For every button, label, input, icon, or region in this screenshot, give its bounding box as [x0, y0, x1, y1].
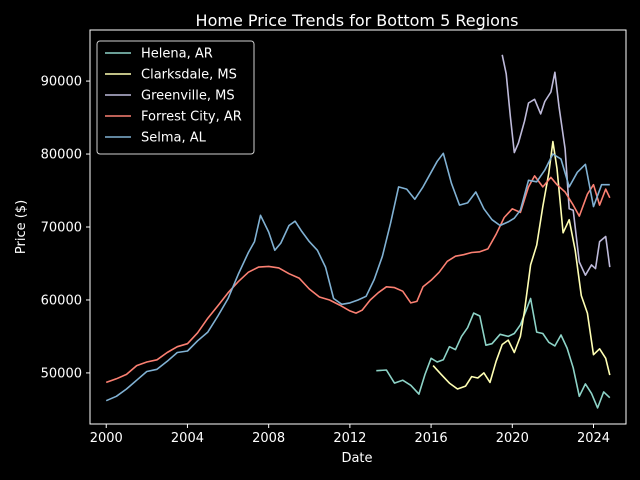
chart-title: Home Price Trends for Bottom 5 Regions — [196, 11, 519, 30]
series-line-0 — [376, 297, 611, 409]
legend-entry: Greenville, MS — [141, 89, 235, 104]
y-tick-label: 50000 — [41, 366, 82, 381]
y-tick-label: 60000 — [41, 293, 82, 308]
legend-box — [96, 40, 255, 155]
y-tick-label: 90000 — [41, 75, 82, 90]
x-tick-label: 2016 — [415, 431, 448, 446]
series-line-2 — [501, 54, 611, 277]
legend-entry: Selma, AL — [141, 131, 207, 146]
x-tick-label: 2020 — [496, 431, 529, 446]
series-line-4 — [105, 152, 610, 402]
series-line-3 — [105, 175, 611, 384]
legend-entry: Clarksdale, MS — [141, 68, 237, 83]
y-axis-ticks: 50000 60000 70000 80000 90000 — [41, 75, 90, 381]
x-tick-label: 2024 — [577, 431, 610, 446]
legend-entry: Forrest City, AR — [141, 110, 242, 125]
y-tick-label: 70000 — [41, 221, 82, 236]
y-tick-label: 80000 — [41, 148, 82, 163]
plot-lines — [105, 54, 611, 409]
y-axis-label: Price ($) — [14, 200, 29, 254]
x-tick-label: 2008 — [252, 431, 285, 446]
series-line-1 — [432, 140, 611, 390]
legend-entry: Helena, AR — [141, 47, 213, 62]
x-axis-label: Date — [341, 451, 372, 466]
legend: Helena, AR Clarksdale, MS Greenville, MS Fo… — [96, 40, 255, 155]
x-tick-label: 2000 — [90, 431, 123, 446]
x-tick-label: 2004 — [171, 431, 204, 446]
x-axis-ticks: 2000 2004 2008 2012 2016 2020 2024 — [90, 424, 610, 446]
x-tick-label: 2012 — [333, 431, 366, 446]
